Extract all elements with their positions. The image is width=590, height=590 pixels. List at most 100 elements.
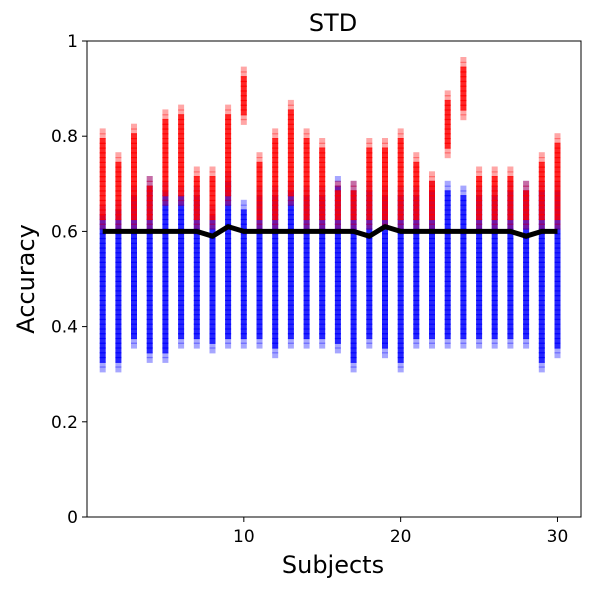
blue-point: [334, 337, 341, 344]
blue-point: [444, 342, 451, 349]
red-point: [397, 190, 404, 197]
red-point: [413, 185, 420, 192]
blue-point: [209, 276, 216, 282]
blue-point: [476, 280, 483, 287]
blue-point: [131, 285, 137, 292]
red-point: [444, 118, 451, 125]
red-point: [554, 218, 561, 225]
red-point: [131, 214, 137, 221]
red-point: [554, 133, 561, 140]
blue-point: [507, 266, 514, 273]
blue-point: [131, 237, 137, 244]
blue-point: [287, 328, 294, 335]
blue-point: [272, 223, 279, 230]
blue-point: [460, 209, 467, 216]
blue-point: [209, 242, 216, 249]
blue-point: [538, 314, 545, 321]
red-point: [413, 214, 420, 221]
blue-point: [193, 304, 200, 311]
blue-point: [115, 361, 122, 368]
red-point: [429, 190, 435, 197]
red-point: [554, 176, 561, 182]
blue-point: [507, 337, 514, 344]
blue-point: [303, 323, 310, 330]
red-point: [99, 166, 106, 173]
blue-point: [460, 242, 467, 249]
blue-point: [366, 242, 373, 249]
blue-point: [538, 347, 545, 354]
blue-point: [256, 295, 263, 301]
red-point: [287, 166, 294, 173]
red-point: [429, 185, 435, 192]
blue-point: [523, 304, 530, 311]
red-point: [303, 209, 310, 216]
red-point: [460, 71, 467, 78]
red-point: [256, 152, 263, 159]
blue-point: [444, 257, 451, 263]
red-point: [115, 214, 122, 221]
blue-point: [178, 252, 185, 259]
blue-point: [507, 333, 514, 340]
red-point: [397, 171, 404, 178]
red-point: [319, 199, 326, 206]
blue-point: [240, 290, 247, 297]
blue-point: [491, 276, 498, 282]
blue-point: [429, 242, 435, 249]
blue-point: [491, 285, 498, 292]
blue-point: [413, 242, 420, 249]
blue-point: [225, 252, 232, 259]
blue-point: [429, 318, 435, 325]
blue-point: [272, 295, 279, 301]
blue-point: [115, 266, 122, 273]
blue-point: [350, 223, 357, 230]
blue-point: [287, 342, 294, 349]
red-point: [444, 109, 451, 116]
red-point: [99, 147, 106, 154]
red-point: [554, 138, 561, 144]
blue-point: [256, 285, 263, 292]
red-point: [225, 109, 232, 116]
red-point: [209, 190, 216, 197]
red-point: [225, 161, 232, 168]
blue-point: [115, 295, 122, 301]
red-point: [225, 171, 232, 178]
blue-point: [491, 242, 498, 249]
red-point: [193, 204, 200, 211]
blue-point: [193, 276, 200, 282]
blue-point: [209, 342, 216, 349]
blue-point: [162, 347, 169, 354]
red-point: [162, 114, 169, 121]
red-point: [193, 209, 200, 216]
red-point: [162, 157, 169, 163]
blue-point: [115, 247, 122, 254]
blue-point: [523, 337, 530, 344]
red-point: [460, 104, 467, 111]
blue-point: [538, 257, 545, 263]
blue-point: [507, 342, 514, 349]
blue-point: [554, 276, 561, 282]
blue-point: [146, 242, 153, 249]
red-point: [350, 218, 357, 225]
blue-point: [538, 290, 545, 297]
red-point: [491, 209, 498, 216]
blue-point: [413, 218, 420, 225]
blue-point: [319, 309, 326, 316]
blue-point: [240, 271, 247, 278]
blue-point: [287, 237, 294, 244]
red-point: [397, 152, 404, 159]
blue-point: [523, 309, 530, 316]
blue-point: [162, 314, 169, 321]
blue-point: [413, 299, 420, 306]
blue-point: [146, 276, 153, 282]
blue-point: [256, 318, 263, 325]
red-point: [382, 218, 388, 225]
blue-point: [397, 323, 404, 330]
blue-point: [350, 347, 357, 354]
blue-point: [538, 276, 545, 282]
blue-point: [99, 328, 106, 335]
blue-point: [287, 271, 294, 278]
red-point: [272, 176, 279, 182]
red-point: [272, 195, 279, 202]
red-point: [350, 214, 357, 221]
blue-point: [272, 266, 279, 273]
